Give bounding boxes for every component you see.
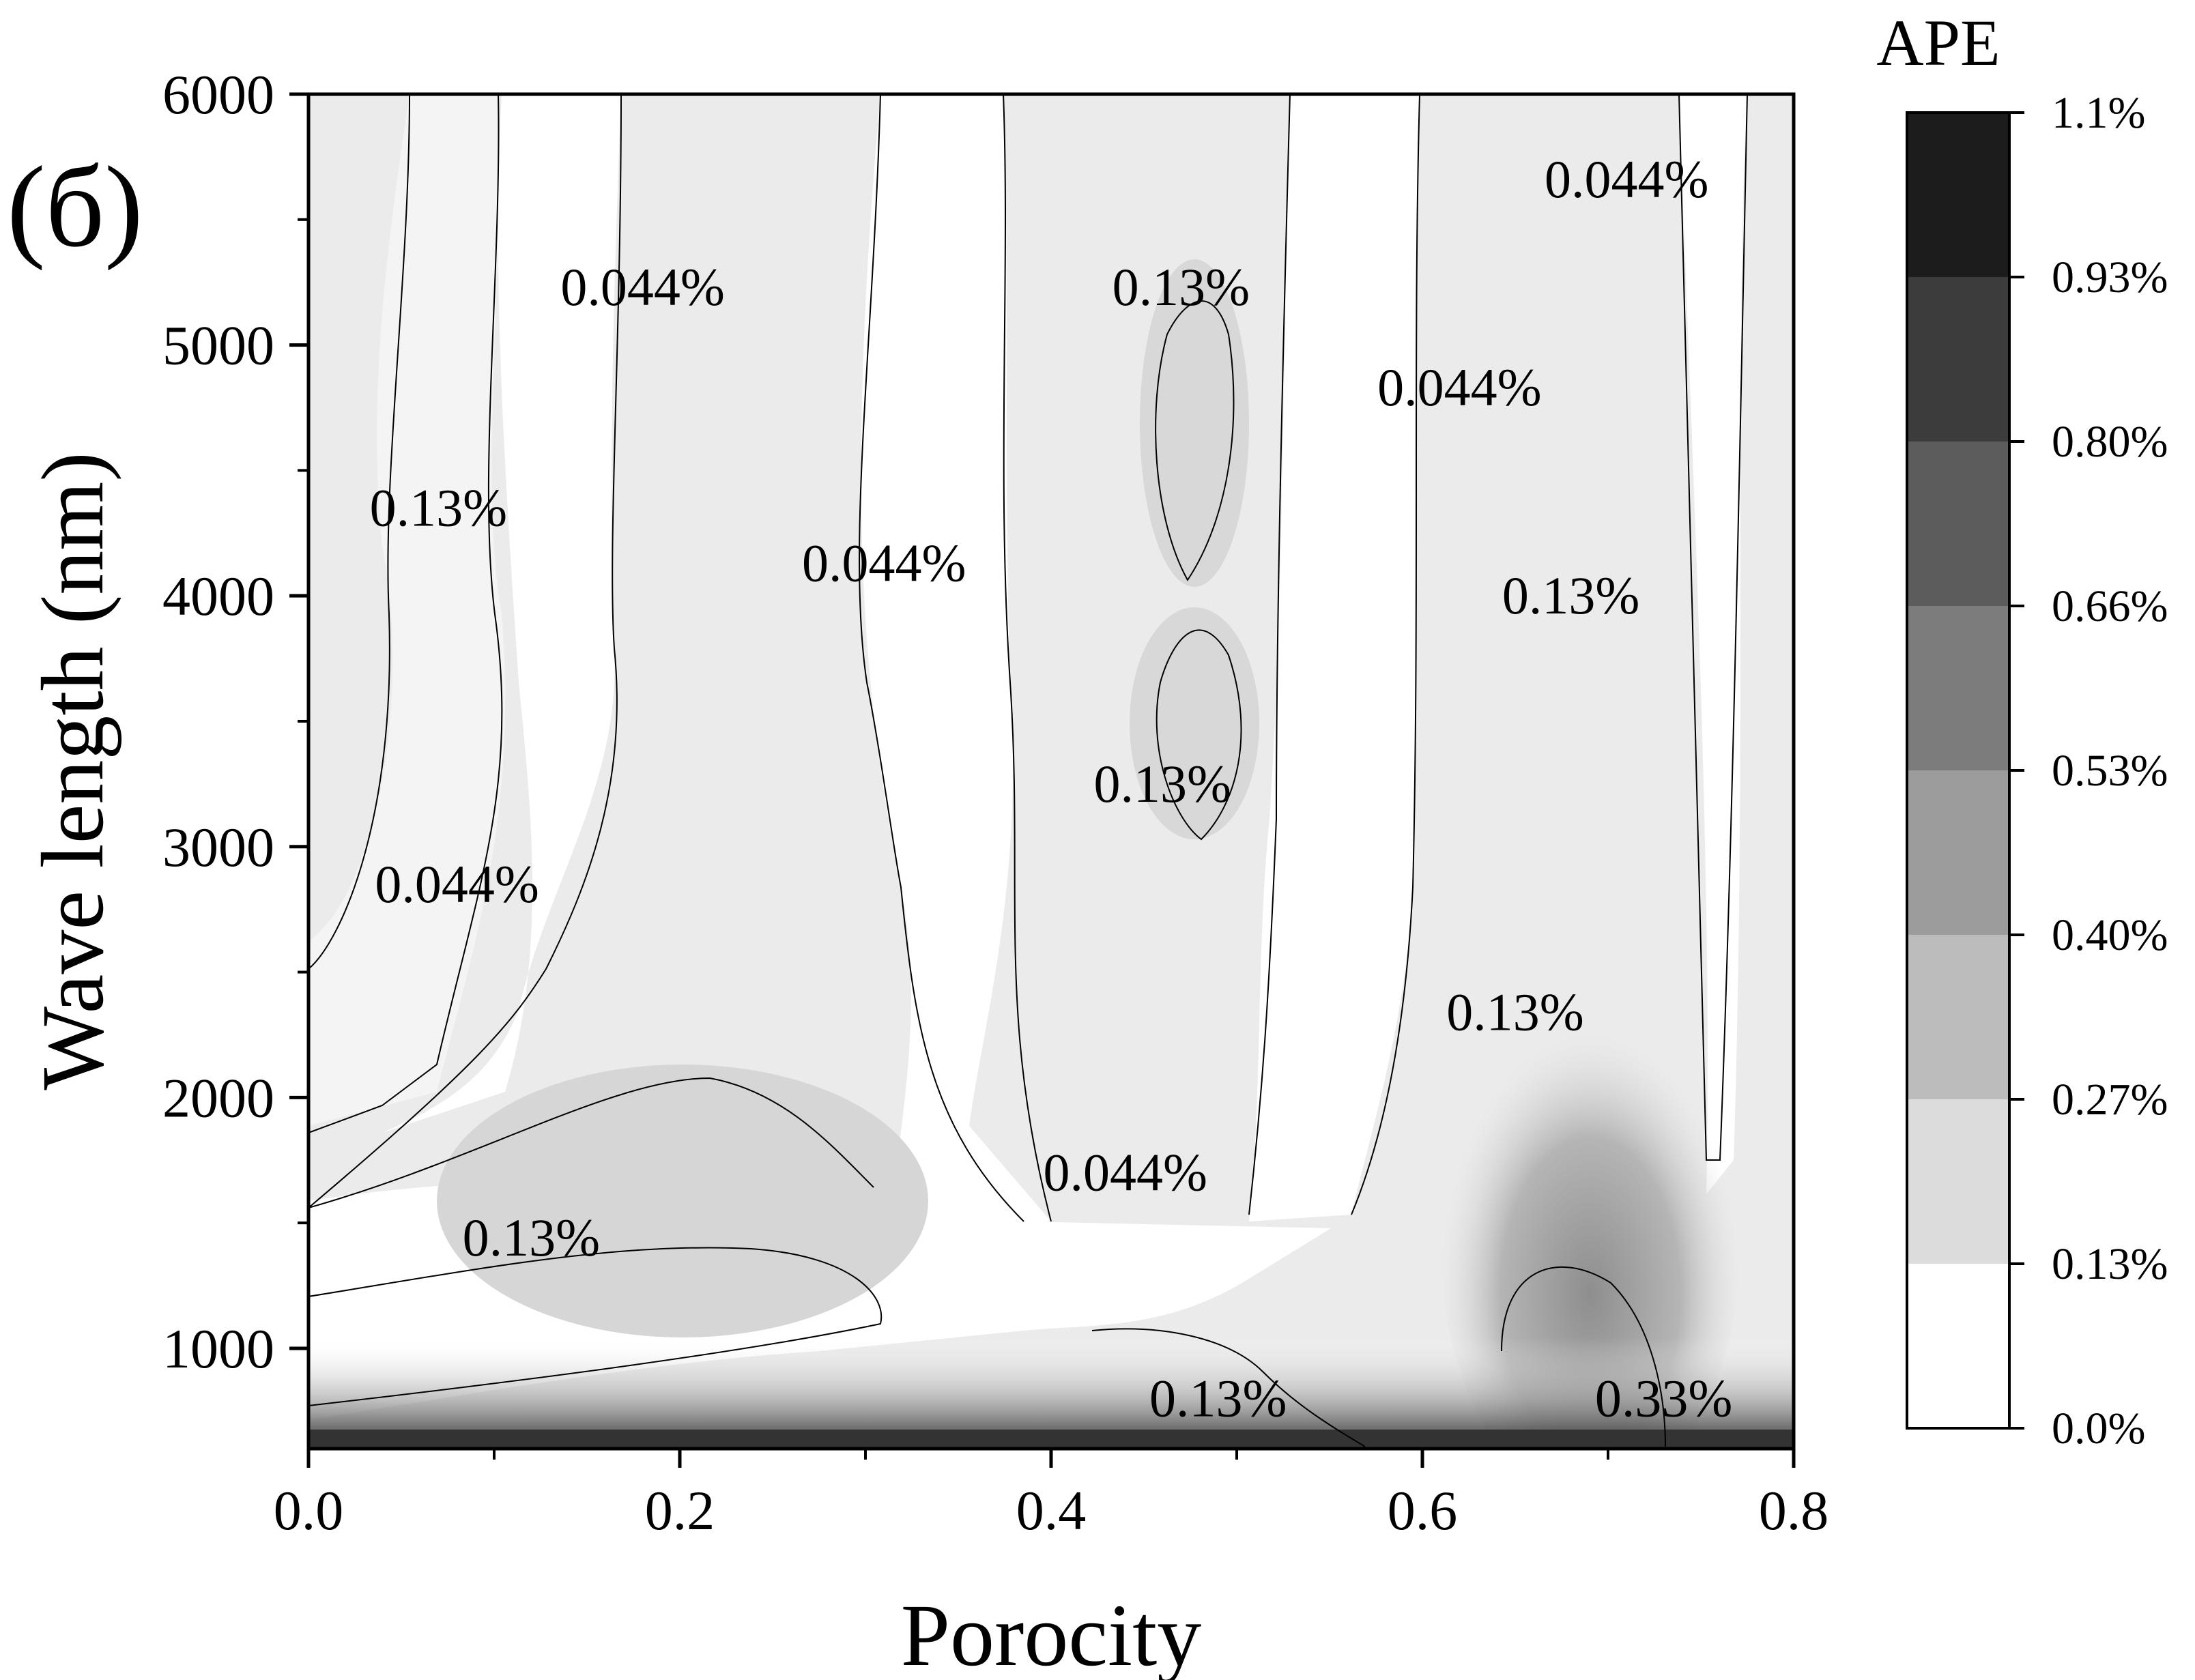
contour-line [1248, 94, 1291, 1215]
x-tick-label: 0.4 [1016, 1479, 1087, 1541]
y-tick-label: 3000 [162, 816, 274, 878]
colorbar-segment [1907, 606, 2009, 770]
contour-label: 0.13% [1446, 982, 1583, 1041]
contour-labels: 0.044% 0.13% 0.044% 0.044% 0.13% 0.044% 0.13% 0… [370, 149, 1733, 1428]
contour-label: 0.13% [1093, 754, 1231, 813]
x-axis: 0.0 0.2 0.4 0.6 0.8 [274, 1449, 1829, 1541]
colorbar-segment [1907, 935, 2009, 1099]
panel-tag: (б) [7, 143, 143, 271]
colorbar-tick-label: 0.13% [2052, 1239, 2168, 1289]
colorbar-tick-label: 0.40% [2052, 910, 2168, 960]
low-error-region [1249, 94, 1420, 1221]
contour-line [1156, 629, 1242, 841]
low-error-region [1679, 94, 1747, 1194]
contour-label: 0.044% [1545, 149, 1708, 209]
mid-error-region [1140, 259, 1249, 587]
x-tick-label: 0.2 [645, 1479, 715, 1541]
y-axis: 1000 2000 3000 4000 5000 6000 [162, 63, 309, 1380]
contour-label: 0.044% [1377, 358, 1541, 417]
colorbar-tick-label: 0.93% [2052, 252, 2168, 302]
contour-line [309, 94, 410, 970]
contour-label: 0.13% [370, 478, 507, 538]
y-tick-label: 4000 [162, 565, 274, 627]
contour-line [859, 94, 1024, 1222]
contour-field [309, 94, 1794, 1449]
colorbar-segment [1907, 1264, 2009, 1428]
y-tick-label: 1000 [162, 1318, 274, 1380]
colorbar-tick-label: 1.1% [2052, 88, 2145, 138]
y-tick-label: 5000 [162, 315, 274, 377]
contour-label: 0.044% [802, 533, 966, 592]
contour-label: 0.33% [1595, 1368, 1732, 1428]
contour-line [309, 1077, 874, 1208]
high-error-band [309, 1430, 1794, 1449]
x-tick-label: 0.0 [274, 1479, 344, 1541]
contour-label: 0.13% [1149, 1368, 1287, 1428]
mid-error-region [1130, 607, 1259, 839]
contour-label: 0.13% [1502, 566, 1639, 625]
colorbar-tick-label: 0.66% [2052, 581, 2168, 631]
contour-line [309, 1247, 883, 1406]
colorbar: 0.0% 0.13% 0.27% 0.40% 0.53% 0.66% 0.80% 0.93% 1… [1906, 88, 2168, 1453]
contour-label: 0.044% [1044, 1143, 1207, 1202]
contour-label: 0.044% [560, 257, 724, 317]
low-error-region [382, 94, 621, 1133]
low-error-region [309, 94, 506, 1126]
x-tick-label: 0.6 [1388, 1479, 1458, 1541]
y-axis-title: Wave length (nm) [24, 452, 122, 1090]
colorbar-segment [1907, 113, 2009, 277]
contour-line [1091, 1328, 1366, 1447]
contour-line [1351, 94, 1420, 1215]
y-tick-label: 2000 [162, 1067, 274, 1129]
contour-line [1501, 1266, 1666, 1447]
mid-error-region [1440, 983, 1740, 1449]
colorbar-tick-label: 0.27% [2052, 1075, 2168, 1125]
colorbar-tick-label: 0.53% [2052, 746, 2168, 796]
contour-label: 0.044% [375, 854, 539, 914]
contour-label: 0.13% [1113, 257, 1250, 317]
y-tick-label: 6000 [162, 63, 274, 126]
colorbar-segment [1907, 441, 2009, 606]
colorbar-segment [1907, 770, 2009, 935]
contour-line [1155, 300, 1235, 581]
contour-label: 0.13% [463, 1208, 600, 1267]
contour-line [1003, 94, 1052, 1222]
colorbar-tick-label: 0.80% [2052, 417, 2168, 467]
x-tick-label: 0.8 [1759, 1479, 1829, 1541]
colorbar-segment [1907, 1099, 2009, 1264]
x-axis-title: Porocity [901, 1587, 1202, 1680]
colorbar-title: APE [1876, 6, 2000, 79]
colorbar-segment [1907, 277, 2009, 441]
colorbar-tick-label: 0.0% [2052, 1404, 2145, 1453]
contour-line [309, 94, 503, 1133]
mid-error-region [437, 1065, 928, 1337]
contour-line [309, 94, 622, 1208]
